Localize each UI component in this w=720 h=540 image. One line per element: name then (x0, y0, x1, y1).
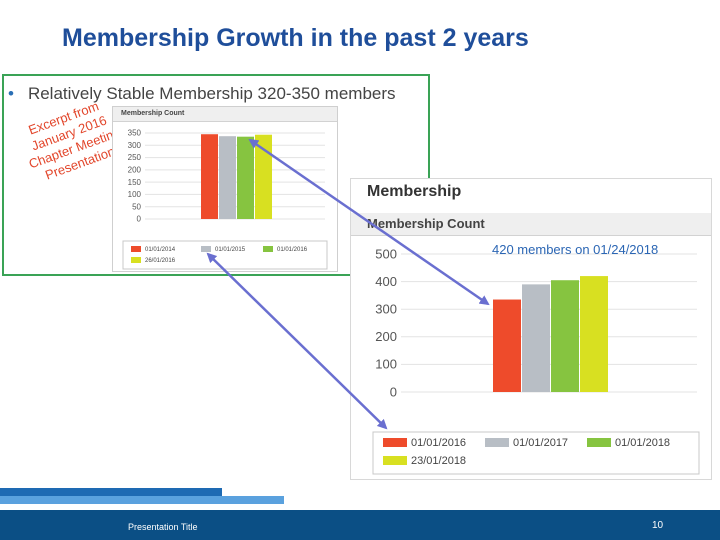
bullet-icon: • (8, 84, 14, 103)
legend-swatch (383, 438, 407, 447)
bar (201, 134, 218, 219)
footer-stripe (0, 488, 222, 496)
y-tick-label: 250 (128, 153, 142, 162)
annotation-text: 420 members on 01/24/2018 (492, 242, 659, 257)
legend-label: 01/01/2015 (215, 247, 246, 253)
legend-swatch (201, 246, 211, 252)
y-tick-label: 100 (128, 190, 142, 199)
legend-box (372, 431, 700, 475)
slide-title: Membership Growth in the past 2 years (62, 24, 529, 52)
bar (219, 136, 236, 219)
legend-label: 01/01/2018 (615, 437, 670, 449)
legend-label: 23/01/2018 (411, 455, 466, 467)
bullet-line: • Relatively Stable Membership 320-350 me… (8, 84, 396, 104)
legend-swatch (131, 257, 141, 263)
legend-label: 01/01/2017 (513, 437, 568, 449)
y-tick-label: 50 (132, 202, 141, 211)
footer-stripe (0, 496, 284, 504)
arrow-legend (206, 252, 388, 430)
bar (551, 280, 579, 392)
y-tick-label: 350 (128, 129, 142, 138)
footer-bar (0, 510, 720, 540)
legend-swatch (587, 438, 611, 447)
y-tick-label: 150 (128, 178, 142, 187)
legend-swatch (131, 246, 141, 252)
bar (580, 276, 608, 392)
legend-label: 01/01/2014 (145, 247, 176, 253)
legend-swatch (485, 438, 509, 447)
footer-title: Presentation Title (128, 522, 198, 532)
legend-swatch (383, 456, 407, 465)
legend-label: 01/01/2016 (411, 437, 466, 449)
y-tick-label: 0 (390, 384, 397, 399)
y-tick-label: 200 (128, 166, 142, 175)
legend-label: 26/01/2016 (145, 258, 176, 264)
bullet-text: Relatively Stable Membership 320-350 mem… (27, 84, 396, 103)
page-number: 10 (652, 520, 664, 531)
arrow-bars (248, 138, 490, 306)
chart-header: Membership Count (113, 107, 337, 122)
bar (493, 299, 521, 392)
y-tick-label: 300 (128, 141, 142, 150)
bar (522, 284, 550, 392)
y-tick-label: 0 (137, 215, 142, 224)
